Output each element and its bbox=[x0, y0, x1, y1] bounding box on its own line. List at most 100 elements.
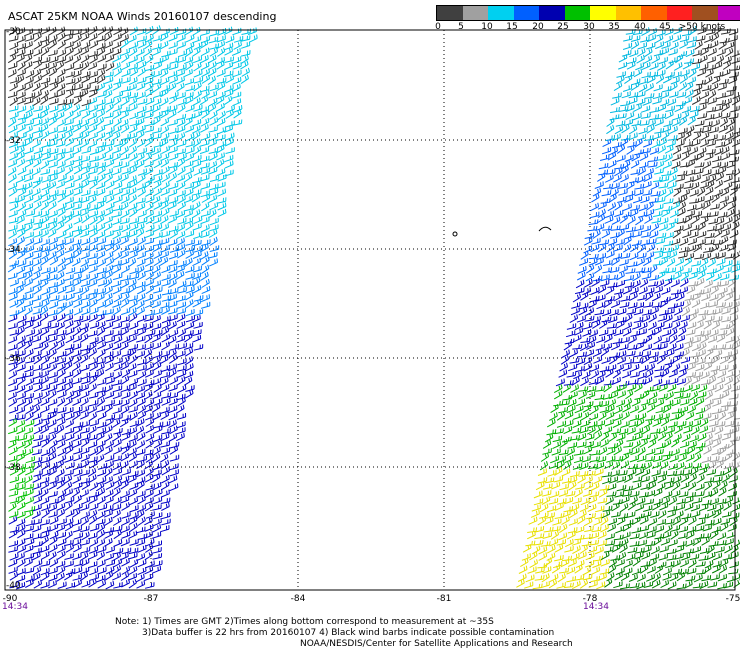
wind-barb bbox=[128, 440, 137, 449]
wind-barb bbox=[96, 574, 106, 583]
wind-barb bbox=[710, 529, 719, 540]
wind-barb bbox=[544, 477, 555, 484]
wind-barb bbox=[32, 252, 42, 260]
wind-barb bbox=[655, 279, 665, 289]
wind-barb bbox=[151, 133, 162, 140]
wind-barb bbox=[667, 505, 678, 513]
wind-barb bbox=[673, 62, 683, 71]
wind-barb bbox=[24, 475, 33, 484]
wind-barb bbox=[32, 524, 42, 533]
wind-barb bbox=[24, 483, 34, 490]
wind-barb bbox=[549, 573, 559, 583]
wind-barb bbox=[72, 334, 82, 343]
wind-barb bbox=[637, 294, 647, 301]
wind-barb bbox=[619, 137, 629, 147]
wind-barb bbox=[136, 293, 146, 302]
wind-barb bbox=[151, 300, 161, 309]
wind-barb bbox=[96, 538, 106, 548]
wind-barb bbox=[624, 313, 633, 323]
wind-barb bbox=[65, 137, 74, 147]
wind-barb bbox=[89, 215, 98, 226]
wind-barb bbox=[105, 566, 115, 575]
wind-barb bbox=[8, 62, 18, 70]
wind-barb bbox=[724, 544, 733, 554]
wind-barb bbox=[707, 97, 717, 105]
wind-barb bbox=[726, 448, 736, 456]
wind-barb bbox=[145, 278, 154, 287]
wind-barb bbox=[193, 322, 203, 329]
wind-barb bbox=[97, 390, 106, 400]
wind-barb bbox=[177, 217, 187, 225]
wind-barb bbox=[177, 63, 187, 72]
wind-barb bbox=[56, 55, 67, 63]
wind-barb bbox=[137, 168, 147, 176]
wind-barb bbox=[659, 267, 670, 274]
wind-barb bbox=[573, 449, 584, 456]
wind-barb bbox=[569, 349, 578, 358]
wind-barb bbox=[129, 160, 139, 169]
wind-barb bbox=[702, 524, 712, 532]
wind-barb bbox=[15, 574, 26, 583]
wind-barb bbox=[630, 35, 641, 42]
wind-barb bbox=[185, 315, 195, 323]
wind-barb bbox=[684, 294, 695, 301]
wind-barb bbox=[89, 567, 99, 576]
wind-barb bbox=[128, 145, 137, 156]
wind-barb bbox=[41, 39, 50, 49]
wind-barb bbox=[629, 533, 640, 540]
wind-barb bbox=[669, 91, 679, 98]
wind-barb bbox=[136, 258, 146, 267]
wind-barb bbox=[606, 329, 617, 337]
wind-barb bbox=[649, 106, 660, 114]
wind-barb bbox=[626, 427, 636, 435]
wind-barb bbox=[577, 432, 587, 441]
scale-swatch bbox=[488, 6, 514, 20]
wind-barb bbox=[714, 504, 724, 513]
wind-barb bbox=[33, 355, 42, 365]
wind-barb bbox=[616, 144, 626, 154]
wind-barb bbox=[87, 434, 98, 441]
wind-barb bbox=[566, 576, 576, 583]
wind-barb bbox=[176, 174, 186, 183]
wind-barb bbox=[89, 104, 99, 113]
wind-barb bbox=[80, 546, 91, 554]
wind-barb bbox=[706, 469, 716, 476]
wind-barb bbox=[120, 327, 129, 336]
wind-barb bbox=[169, 225, 179, 233]
wind-barb bbox=[208, 97, 218, 107]
wind-barb bbox=[591, 193, 600, 203]
wind-barb bbox=[247, 27, 257, 36]
wind-barb bbox=[649, 230, 659, 239]
wind-barb bbox=[605, 285, 615, 295]
wind-barb bbox=[644, 214, 653, 224]
wind-barb bbox=[635, 216, 644, 226]
wind-barb bbox=[667, 470, 678, 477]
wind-barb bbox=[600, 551, 610, 561]
wind-barb bbox=[533, 490, 543, 499]
wind-barb bbox=[81, 83, 91, 91]
wind-barb bbox=[40, 223, 50, 231]
wind-barb bbox=[706, 180, 715, 190]
wind-barb bbox=[587, 335, 597, 345]
wind-barb bbox=[601, 229, 611, 239]
wind-barb bbox=[680, 481, 690, 490]
wind-barb bbox=[48, 251, 57, 261]
wind-barb bbox=[716, 251, 726, 260]
wind-barb bbox=[113, 335, 123, 344]
wind-barb bbox=[136, 139, 146, 148]
wind-barb bbox=[712, 517, 722, 526]
wind-barb bbox=[688, 25, 698, 36]
wind-barb bbox=[560, 558, 570, 568]
wind-barb bbox=[151, 195, 161, 205]
wind-barb bbox=[539, 503, 549, 513]
wind-barb bbox=[88, 561, 98, 569]
wind-barb bbox=[8, 187, 18, 197]
wind-barb bbox=[623, 567, 633, 576]
wind-barb bbox=[720, 187, 730, 197]
wind-barb bbox=[25, 377, 35, 386]
wind-barb bbox=[643, 376, 653, 385]
wind-barb bbox=[570, 470, 580, 478]
wind-barb bbox=[611, 342, 620, 351]
wind-barb bbox=[565, 490, 576, 497]
wind-barb bbox=[49, 189, 59, 198]
